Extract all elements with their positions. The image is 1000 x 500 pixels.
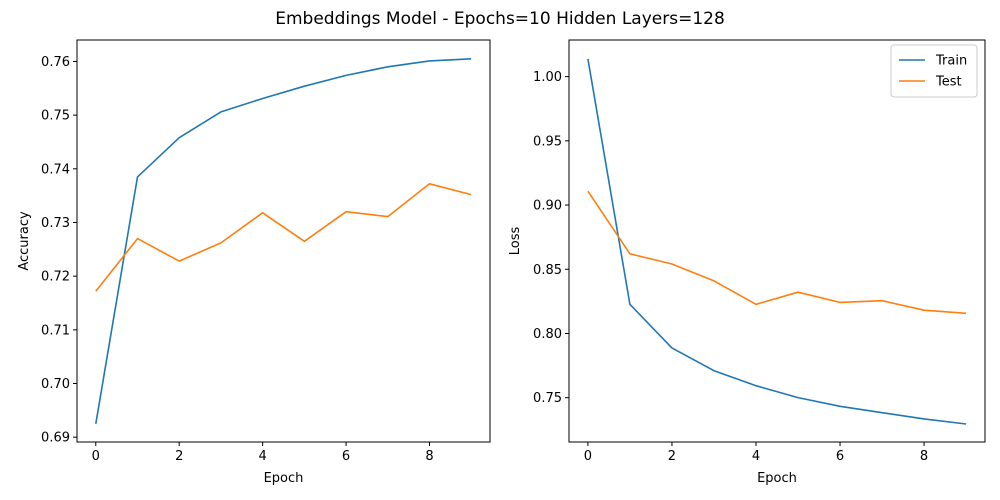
- accuracy-plot-frame: [76, 39, 491, 443]
- accuracy-y-tick-label: 0.72: [41, 270, 70, 285]
- loss-x-axis-label: Epoch: [757, 471, 797, 486]
- loss-series-line-train: [587, 58, 967, 425]
- accuracy-y-tick-label: 0.70: [41, 377, 70, 392]
- accuracy-x-tick-label: 0: [92, 449, 100, 464]
- legend-label-train: Train: [935, 54, 967, 69]
- loss-x-tick-label: 6: [836, 449, 844, 464]
- loss-x-tick-label: 8: [920, 449, 928, 464]
- accuracy-y-tick-label: 0.76: [41, 55, 70, 70]
- loss-y-tick-label: 0.90: [533, 199, 562, 214]
- accuracy-x-tick-label: 6: [342, 449, 350, 464]
- accuracy-y-tick-label: 0.74: [41, 162, 70, 177]
- accuracy-y-tick-label: 0.71: [41, 323, 70, 338]
- accuracy-y-tick-label: 0.73: [41, 216, 70, 231]
- loss-y-tick-label: 1.00: [533, 70, 562, 85]
- loss-y-tick-label: 0.75: [533, 391, 562, 406]
- loss-y-axis-label: Loss: [508, 227, 523, 256]
- loss-y-tick-label: 0.80: [533, 327, 562, 342]
- accuracy-x-tick-label: 4: [259, 449, 267, 464]
- loss-x-tick-label: 4: [752, 449, 760, 464]
- loss-legend: Train Test: [890, 44, 978, 98]
- accuracy-x-axis-label: Epoch: [264, 471, 304, 486]
- figure-title: Embeddings Model - Epochs=10 Hidden Laye…: [275, 9, 725, 29]
- loss-plot-frame: [568, 39, 986, 443]
- loss-chart: 0 2 4 6 8 0.75 0.80 0.85 0.90 0.95 1.00 Epoch Loss Tr…: [508, 39, 986, 486]
- accuracy-x-tick-label: 2: [175, 449, 183, 464]
- loss-x-tick-label: 2: [668, 449, 676, 464]
- loss-series-line-test: [587, 190, 967, 315]
- accuracy-y-tick-label: 0.75: [41, 109, 70, 124]
- legend-box: [890, 44, 978, 98]
- loss-y-tick-label: 0.95: [533, 134, 562, 149]
- accuracy-x-tick-label: 8: [425, 449, 433, 464]
- loss-y-tick-label: 0.85: [533, 263, 562, 278]
- accuracy-chart: 0 2 4 6 8 0.69 0.70 0.71 0.72 0.73 0.74 0.75 0.76 Epo…: [17, 39, 491, 486]
- accuracy-y-axis-label: Accuracy: [17, 211, 32, 271]
- accuracy-series-line-orange: [95, 183, 472, 292]
- legend-label-test: Test: [935, 75, 962, 90]
- accuracy-series-line-blue: [95, 58, 472, 424]
- accuracy-y-tick-label: 0.69: [41, 431, 70, 446]
- loss-x-tick-label: 0: [584, 449, 592, 464]
